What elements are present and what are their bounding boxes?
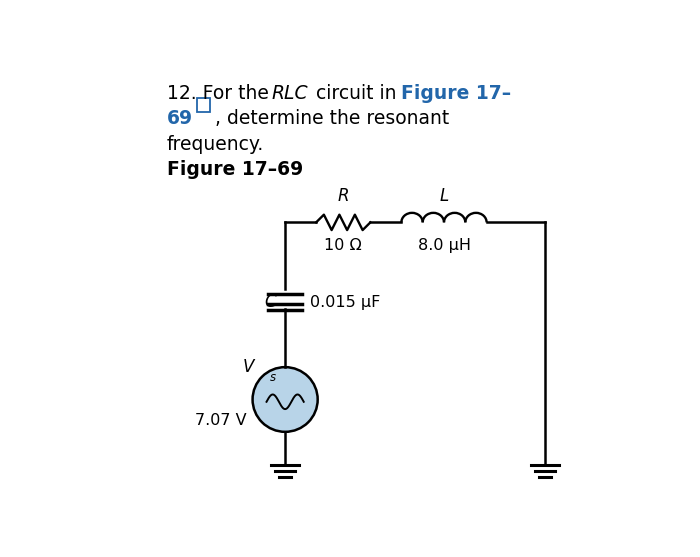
Text: 8.0 μH: 8.0 μH bbox=[417, 238, 470, 253]
Text: , determine the resonant: , determine the resonant bbox=[216, 109, 449, 128]
Text: V: V bbox=[243, 358, 254, 377]
Text: 7.07 V: 7.07 V bbox=[195, 413, 246, 428]
Text: Figure 17–: Figure 17– bbox=[401, 84, 512, 103]
FancyBboxPatch shape bbox=[197, 99, 210, 111]
Text: circuit in: circuit in bbox=[310, 84, 402, 103]
Text: 12. For the: 12. For the bbox=[167, 84, 274, 103]
Circle shape bbox=[253, 367, 318, 432]
Text: 69: 69 bbox=[167, 109, 193, 128]
Text: frequency.: frequency. bbox=[167, 135, 264, 154]
Text: R: R bbox=[337, 188, 349, 206]
Text: 0.015 μF: 0.015 μF bbox=[310, 295, 380, 310]
Text: Figure 17–69: Figure 17–69 bbox=[167, 160, 303, 179]
Text: RLC: RLC bbox=[272, 84, 309, 103]
Text: L: L bbox=[440, 188, 449, 206]
Text: s: s bbox=[270, 371, 276, 384]
Text: C: C bbox=[264, 293, 276, 311]
Text: 10 Ω: 10 Ω bbox=[324, 238, 362, 253]
